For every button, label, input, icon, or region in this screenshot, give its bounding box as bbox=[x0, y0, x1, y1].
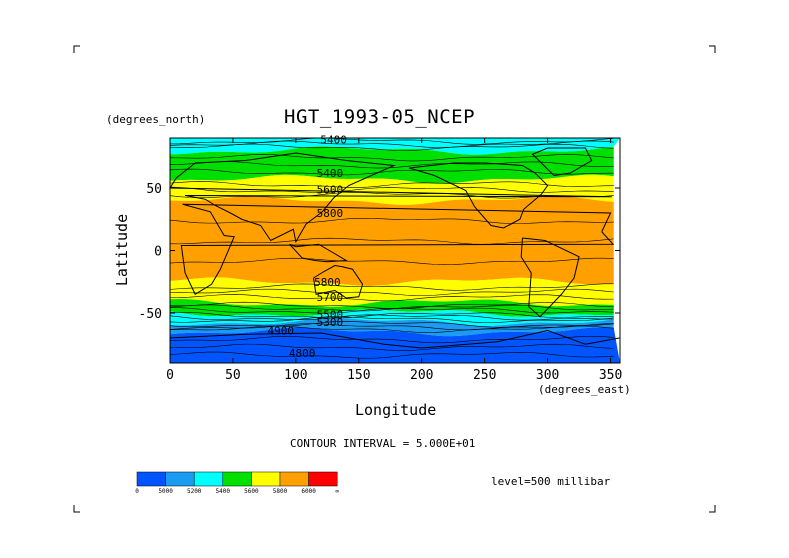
contour-band bbox=[170, 317, 614, 337]
colorbar-label: 0 bbox=[135, 488, 139, 495]
contour-line bbox=[169, 336, 614, 344]
colorbar-label: 5000 bbox=[158, 488, 173, 495]
coast-north-america bbox=[409, 162, 549, 229]
level-label: level=500 millibar bbox=[491, 475, 611, 488]
x-tick-label: 100 bbox=[284, 368, 307, 383]
contour-band bbox=[170, 309, 614, 326]
colorbar-box bbox=[165, 471, 195, 487]
contour-line bbox=[169, 181, 614, 188]
y-tick-label: -50 bbox=[139, 307, 162, 322]
colorbar-boxes bbox=[136, 471, 338, 487]
corner-mark-top-left bbox=[73, 45, 80, 53]
colorbar-box bbox=[193, 471, 224, 487]
corner-mark-top-right bbox=[709, 45, 716, 53]
contour-label: 4800 bbox=[289, 347, 316, 360]
contour-line bbox=[169, 343, 614, 351]
x-tick-label: 0 bbox=[166, 368, 174, 383]
contour-line bbox=[169, 325, 614, 333]
colorbar-labels: 0 5000 5200 5400 5600 5800 6000 ∞ bbox=[135, 488, 339, 495]
contour-line bbox=[169, 186, 614, 193]
x-tick-label: 350 bbox=[599, 368, 622, 383]
x-tick-label: 150 bbox=[347, 368, 370, 383]
contour-line bbox=[169, 154, 614, 162]
colorbar-box bbox=[308, 471, 338, 487]
contour-band bbox=[170, 196, 614, 286]
x-tick-label: 250 bbox=[473, 368, 496, 383]
y-tick-label: 50 bbox=[146, 182, 162, 197]
colorbar-box bbox=[279, 471, 309, 487]
contour-label: 4900 bbox=[268, 325, 295, 338]
contour-label: 5800 bbox=[317, 207, 344, 220]
contour-line bbox=[169, 314, 614, 321]
x-tick-label: 50 bbox=[225, 368, 241, 383]
contour-label: 5400 bbox=[317, 167, 344, 180]
colorbar-label: 5200 bbox=[187, 488, 202, 495]
coast-indonesia bbox=[289, 243, 348, 263]
coast-greenland bbox=[531, 147, 593, 176]
contour-line bbox=[169, 137, 614, 145]
colorbar-label: 5600 bbox=[244, 488, 259, 495]
y-units-label: (degrees_north) bbox=[106, 113, 206, 126]
x-axis-ticks: 0 50 100 150 200 250 300 350 bbox=[166, 138, 622, 383]
contour-line bbox=[169, 283, 614, 291]
x-tick-label: 300 bbox=[536, 368, 559, 383]
x-tick-label: 200 bbox=[410, 368, 433, 383]
contour-line bbox=[169, 288, 614, 296]
coastlines bbox=[169, 147, 620, 349]
colorbar-box bbox=[251, 471, 281, 487]
colorbar-label: 5400 bbox=[216, 488, 231, 495]
colorbar-box bbox=[222, 471, 252, 487]
x-axis-label: Longitude bbox=[355, 401, 437, 419]
y-tick-label: 0 bbox=[154, 245, 162, 260]
coast-antarctica bbox=[169, 329, 620, 349]
contour-label: 5300 bbox=[317, 316, 344, 329]
contour-line bbox=[169, 237, 614, 245]
contour-label: 5600 bbox=[317, 183, 344, 196]
colorbar-label: ∞ bbox=[335, 488, 339, 495]
colorbar-label: 5800 bbox=[273, 488, 288, 495]
chart-title: HGT_1993-05_NCEP bbox=[284, 106, 476, 128]
x-units-label: (degrees_east) bbox=[538, 383, 631, 396]
contour-interval-label: CONTOUR INTERVAL = 5.000E+01 bbox=[290, 437, 476, 450]
coast-africa bbox=[180, 203, 615, 295]
contour-line bbox=[169, 307, 614, 314]
colorbar-box bbox=[136, 471, 166, 487]
contour-label: 5400 bbox=[320, 133, 347, 146]
contour-line bbox=[169, 321, 614, 328]
contour-lines bbox=[169, 137, 614, 359]
coast-australia bbox=[313, 264, 364, 299]
contour-line bbox=[169, 316, 614, 323]
corner-mark-bottom-right bbox=[709, 505, 716, 513]
contour-line bbox=[169, 351, 614, 359]
coast-south-america bbox=[520, 237, 580, 318]
corner-mark-bottom-left bbox=[73, 505, 80, 513]
contour-line bbox=[169, 294, 614, 302]
contour-line bbox=[169, 143, 614, 151]
y-axis-ticks: 50 0 -50 bbox=[139, 182, 620, 322]
contour-line bbox=[169, 257, 614, 266]
coast-eurasia bbox=[169, 152, 612, 244]
contour-line bbox=[169, 217, 614, 224]
contour-band bbox=[170, 277, 614, 307]
contour-band bbox=[170, 298, 614, 317]
contour-label: 5700 bbox=[317, 291, 344, 304]
colorbar-label: 6000 bbox=[301, 488, 316, 495]
contour-label: 5500 bbox=[317, 308, 344, 321]
contour-line bbox=[169, 304, 614, 312]
contour-band bbox=[170, 138, 620, 155]
contour-label: 5800 bbox=[314, 276, 341, 289]
contour-line bbox=[169, 168, 614, 176]
